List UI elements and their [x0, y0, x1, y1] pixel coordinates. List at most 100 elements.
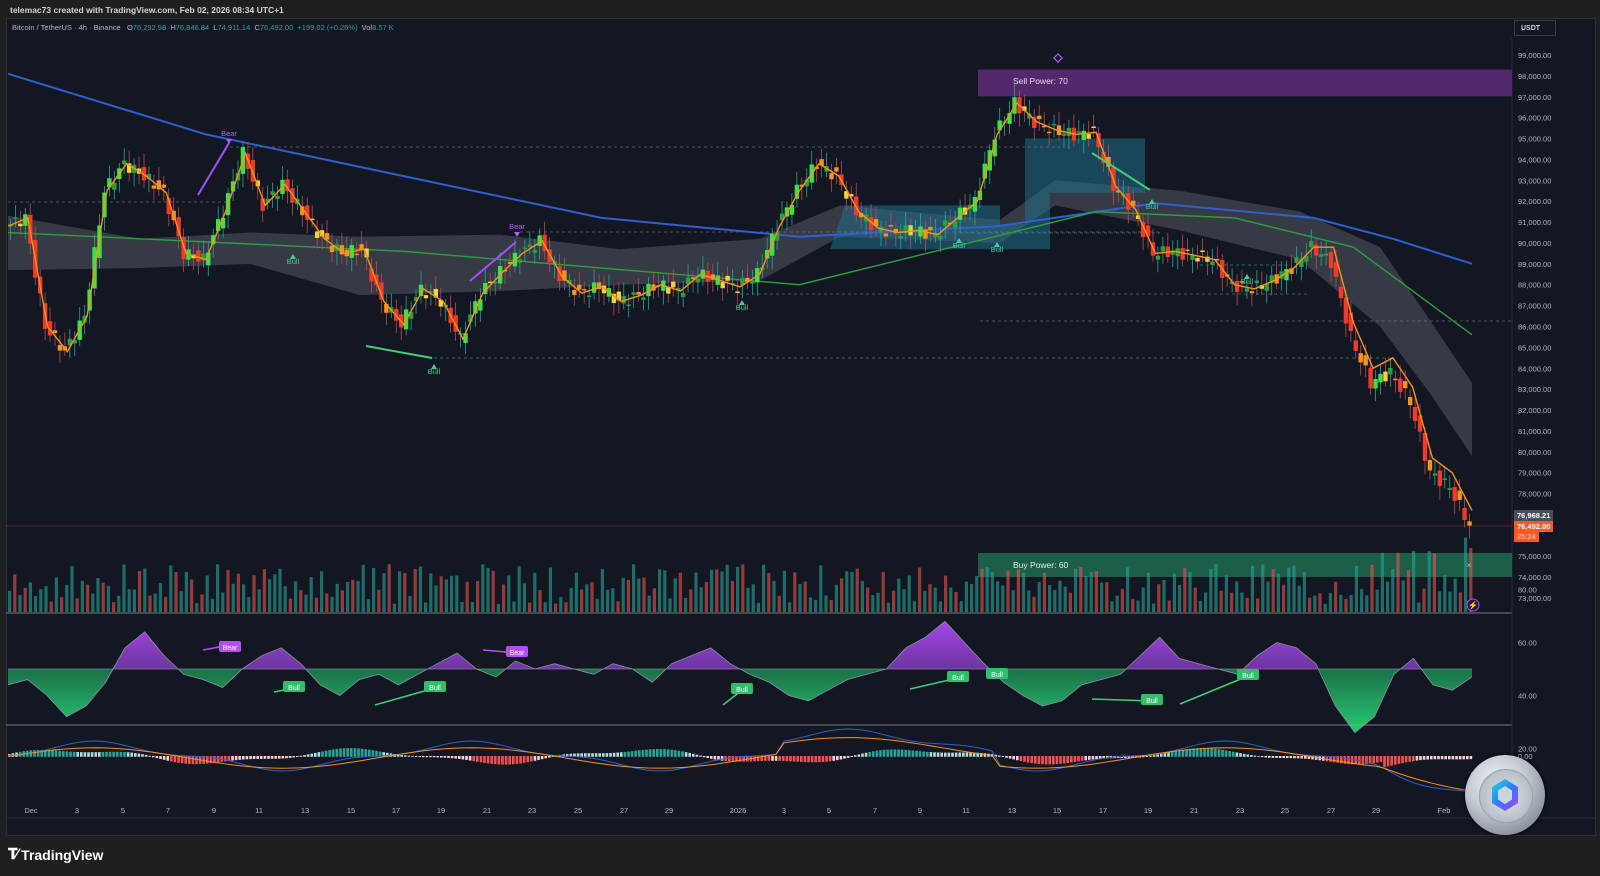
price-axis-tick: 97,000.00 — [1518, 93, 1551, 102]
svg-text:Bull: Bull — [952, 675, 964, 682]
svg-text:Bull: Bull — [736, 303, 749, 312]
credit-text: telemac73 created with TradingView.com, … — [10, 5, 284, 15]
svg-text:Bull: Bull — [288, 685, 300, 692]
chart-frame[interactable] — [6, 18, 1596, 836]
time-axis-tick: 9 — [212, 806, 216, 815]
price-axis-tick: 84,000.00 — [1518, 364, 1551, 373]
svg-text:20.00: 20.00 — [1518, 745, 1537, 754]
price-axis-tick: 89,000.00 — [1518, 260, 1551, 269]
svg-text:Bull: Bull — [1146, 202, 1159, 211]
currency-selector[interactable]: USDT — [1514, 20, 1556, 36]
sell-power-zone — [978, 69, 1512, 97]
time-axis-tick: 13 — [1008, 806, 1016, 815]
svg-text:80.00: 80.00 — [1518, 586, 1537, 595]
price-axis-tick: 81,000.00 — [1518, 427, 1551, 436]
svg-text:Bull: Bull — [428, 367, 441, 376]
svg-text:Bear: Bear — [510, 650, 525, 657]
tradingview-logo[interactable]: 𝐓∕ TradingView — [8, 846, 103, 863]
time-axis-tick: 13 — [301, 806, 309, 815]
time-axis-tick: 7 — [873, 806, 877, 815]
price-axis-tick: 95,000.00 — [1518, 135, 1551, 144]
symbol-name[interactable]: Bitcoin / TetherUS · 4h · Binance — [12, 23, 121, 32]
time-axis-tick: 5 — [121, 806, 125, 815]
price-axis-tick: 86,000.00 — [1518, 323, 1551, 332]
svg-text:Bull: Bull — [429, 685, 441, 692]
time-axis-tick: 17 — [1099, 806, 1107, 815]
svg-text:Buy Power: 60: Buy Power: 60 — [1013, 560, 1069, 570]
time-axis-tick: 15 — [1053, 806, 1061, 815]
time-axis-tick: 27 — [620, 806, 628, 815]
price-axis-tick: 85,000.00 — [1518, 343, 1551, 352]
price-axis-tick: 96,000.00 — [1518, 114, 1551, 123]
time-axis-tick: 27 — [1327, 806, 1335, 815]
price-axis-tick: 90,000.00 — [1518, 239, 1551, 248]
price-axis-tick: 99,000.00 — [1518, 51, 1551, 60]
time-axis-tick: 3 — [782, 806, 786, 815]
price-axis-tick: 92,000.00 — [1518, 197, 1551, 206]
svg-text:Bear: Bear — [221, 129, 237, 138]
svg-text:Bull: Bull — [991, 672, 1003, 679]
time-axis-tick: 15 — [347, 806, 355, 815]
time-axis-tick: 25 — [1281, 806, 1289, 815]
price-axis-tick: 80,000.00 — [1518, 448, 1551, 457]
time-axis-tick: 19 — [1144, 806, 1152, 815]
last-price-tag: 76,492.00 — [1514, 521, 1554, 532]
time-axis-tick: 29 — [1372, 806, 1380, 815]
svg-text:Sell Power: 70: Sell Power: 70 — [1013, 76, 1068, 86]
time-axis-tick: 23 — [1236, 806, 1244, 815]
time-axis-tick: Dec — [24, 806, 38, 815]
tradingview-mark-icon: 𝐓∕ — [8, 846, 18, 863]
price-axis-tick: 87,000.00 — [1518, 302, 1551, 311]
svg-text:Bull: Bull — [1241, 277, 1254, 286]
brand-name: TradingView — [21, 846, 104, 863]
volume-value: 8.57 K — [372, 23, 394, 32]
time-axis-tick: 29 — [665, 806, 673, 815]
price-axis-tick: 73,000.00 — [1518, 594, 1551, 603]
open-value: 76,292.98 — [132, 23, 167, 32]
svg-text:0.00: 0.00 — [1518, 752, 1533, 761]
price-axis-tick: 75,000.00 — [1518, 552, 1551, 561]
price-axis-tick: 91,000.00 — [1518, 218, 1551, 227]
price-axis-tick: 74,000.00 — [1518, 573, 1551, 582]
time-axis-tick: 9 — [918, 806, 922, 815]
buy-power-zone — [978, 553, 1512, 577]
alert-icon — [1466, 598, 1480, 612]
svg-text:Bull: Bull — [736, 687, 748, 694]
time-axis-tick: 2026 — [730, 806, 747, 815]
svg-text:60.00: 60.00 — [1518, 639, 1537, 648]
svg-text:Bull: Bull — [1146, 698, 1158, 705]
time-axis-tick: 11 — [255, 806, 263, 815]
time-axis-tick: 23 — [528, 806, 536, 815]
price-axis-tick: 98,000.00 — [1518, 72, 1551, 81]
countdown-tag: 25:24 — [1514, 531, 1539, 542]
time-axis-tick: 19 — [437, 806, 445, 815]
svg-text:×: × — [1467, 561, 1472, 570]
price-axis-tick: 83,000.00 — [1518, 385, 1551, 394]
time-axis-tick: 11 — [962, 806, 970, 815]
price-axis-tick: 93,000.00 — [1518, 176, 1551, 185]
symbol-legend: Bitcoin / TetherUS · 4h · Binance O76,29… — [12, 23, 394, 32]
time-axis-tick: 25 — [574, 806, 582, 815]
time-axis-tick: 17 — [392, 806, 400, 815]
time-axis-tick: Feb — [1438, 806, 1451, 815]
prev-close-tag: 76,968.21 — [1514, 510, 1554, 521]
svg-text:Bull: Bull — [287, 257, 300, 266]
svg-text:40.00: 40.00 — [1518, 692, 1537, 701]
low-value: 74,911.14 — [217, 23, 251, 32]
credit-bar: telemac73 created with TradingView.com, … — [0, 0, 1600, 20]
coin-watermark-icon — [1465, 755, 1545, 835]
svg-text:Bull: Bull — [953, 241, 966, 250]
svg-text:Bull: Bull — [991, 245, 1004, 254]
svg-text:Bear: Bear — [509, 222, 525, 231]
time-axis-tick: 21 — [1190, 806, 1198, 815]
time-axis-tick: 7 — [166, 806, 170, 815]
price-axis-tick: 78,000.00 — [1518, 490, 1551, 499]
high-value: 76,846.84 — [175, 23, 210, 32]
svg-text:Bull: Bull — [1242, 673, 1254, 680]
price-axis-tick: 88,000.00 — [1518, 281, 1551, 290]
svg-text:Bear: Bear — [223, 645, 238, 652]
footer — [0, 836, 1600, 876]
svg-text:⚡: ⚡ — [1468, 600, 1478, 610]
price-axis-tick: 79,000.00 — [1518, 469, 1551, 478]
